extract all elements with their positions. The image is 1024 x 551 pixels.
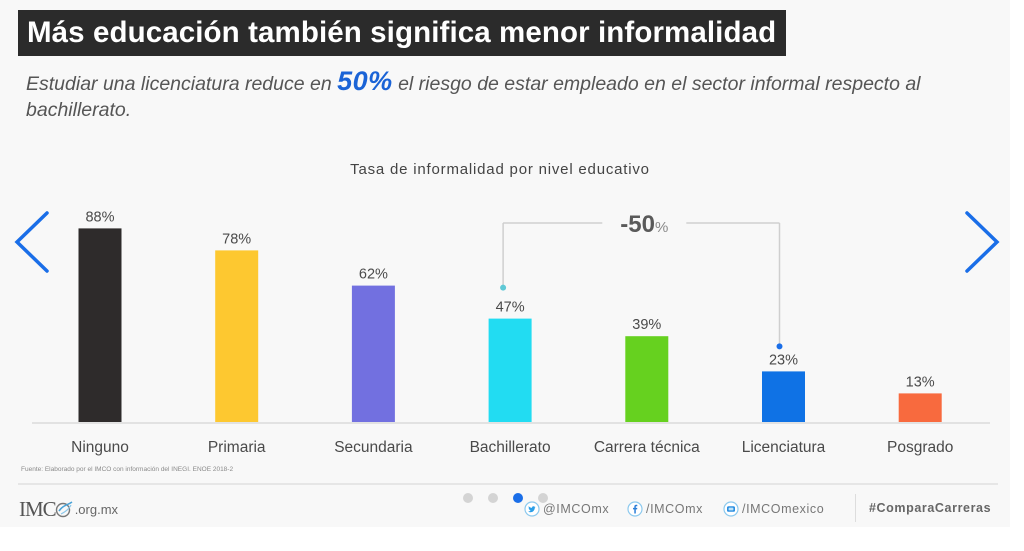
pagination-dot[interactable] <box>488 493 498 503</box>
value-label: 78% <box>222 231 251 247</box>
bar-bachillerato <box>488 318 532 422</box>
slide-panel <box>0 0 1010 527</box>
footer-divider <box>18 483 998 485</box>
value-label: 23% <box>769 352 798 368</box>
subtitle: Estudiar una licenciatura reduce en 50% … <box>26 68 926 123</box>
subtitle-text-end: el riesgo de estar empleado en el sector… <box>26 73 921 121</box>
bar-primaria <box>215 250 259 422</box>
x-tick-label: Secundaria <box>334 439 413 456</box>
twitter-icon <box>524 501 540 517</box>
x-tick-label: Primaria <box>208 439 266 456</box>
annotation-label-unit: % <box>655 219 668 236</box>
chevron-left-icon <box>14 211 49 273</box>
social-youtube[interactable]: /IMCOmexico <box>723 500 824 518</box>
youtube-handle: /IMCOmexico <box>742 502 825 516</box>
annotation-label-number: -50 <box>620 211 655 238</box>
next-slide-button[interactable] <box>958 205 1004 279</box>
social-facebook[interactable]: /IMCOmx <box>627 500 703 518</box>
logo-text: IMC <box>19 496 57 521</box>
annotation-dot-end <box>776 343 783 350</box>
bar-chart: 88% Ninguno 78% Primaria 62% Secundaria 47% Bac… <box>32 209 990 456</box>
imco-logo[interactable]: IMC .org.mx <box>19 496 118 522</box>
value-label: 13% <box>906 374 935 390</box>
bar-ninguno <box>78 228 122 422</box>
pagination-dot[interactable] <box>463 493 473 503</box>
logo-swirl-icon <box>55 501 73 518</box>
pagination-dot-active[interactable] <box>513 493 523 503</box>
value-label: 88% <box>85 209 114 225</box>
prev-slide-button[interactable] <box>10 205 56 279</box>
hashtag: #ComparaCarreras <box>869 501 992 515</box>
annotation-label: -50% <box>620 211 668 238</box>
bar-secundaria <box>351 285 395 422</box>
facebook-icon <box>627 501 643 517</box>
subtitle-text-start: Estudiar una licenciatura reduce en <box>26 73 338 95</box>
footer-separator <box>855 494 856 522</box>
value-label: 39% <box>632 317 661 333</box>
subtitle-highlight: 50% <box>337 66 393 96</box>
twitter-handle: @IMCOmx <box>543 502 610 516</box>
page-title: Más educación también significa menor in… <box>18 10 787 56</box>
chevron-right-icon <box>965 211 1000 273</box>
x-tick-label: Posgrado <box>887 439 953 456</box>
social-twitter[interactable]: @IMCOmx <box>524 500 609 518</box>
source-note: Fuente: Elaborado por el IMCO con inform… <box>21 466 234 473</box>
annotation-dot-start <box>500 284 507 291</box>
value-label: 62% <box>359 267 388 283</box>
facebook-handle: /IMCOmx <box>646 502 703 516</box>
bar-carrera-tecnica <box>625 336 669 422</box>
x-tick-label: Licenciatura <box>742 439 826 456</box>
pagination-dot[interactable] <box>538 493 548 503</box>
bar-posgrado <box>898 393 942 422</box>
x-tick-label: Carrera técnica <box>594 439 700 456</box>
chart-title: Tasa de informalidad por nivel educativo <box>350 161 650 178</box>
logo-domain: .org.mx <box>74 501 119 517</box>
value-label: 47% <box>496 300 525 316</box>
x-tick-label: Bachillerato <box>470 439 551 456</box>
x-tick-label: Ninguno <box>71 439 129 456</box>
bar-licenciatura <box>762 371 805 422</box>
youtube-icon <box>723 501 739 517</box>
